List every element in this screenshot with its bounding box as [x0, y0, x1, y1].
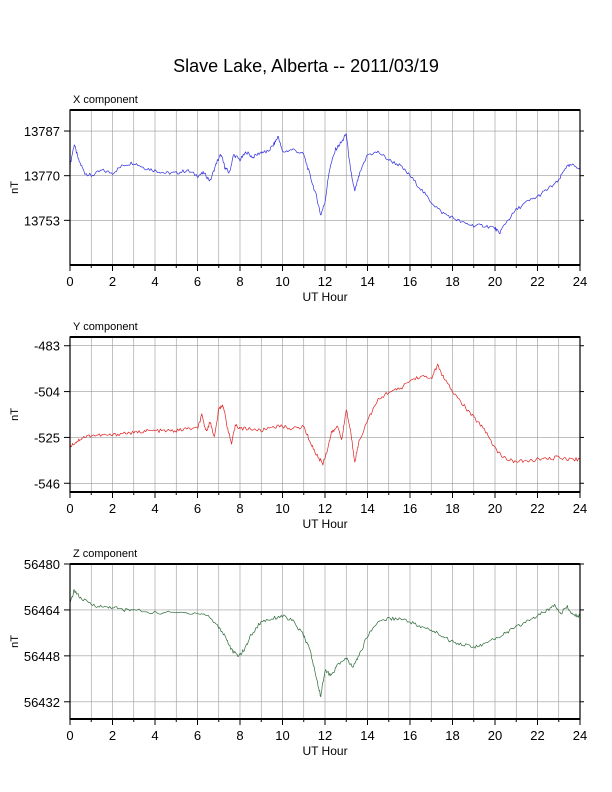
x-tick-label: 0: [66, 274, 73, 289]
x-tick-label: 12: [318, 728, 332, 743]
series-line: [69, 133, 581, 235]
x-tick-label: 24: [573, 728, 587, 743]
x-tick-label: 4: [151, 501, 158, 516]
x-tick-label: 18: [445, 274, 459, 289]
x-tick-label: 16: [403, 274, 417, 289]
x-tick-label: 6: [194, 274, 201, 289]
x-tick-label: 14: [360, 501, 374, 516]
x-tick-label: 16: [403, 501, 417, 516]
x-tick-label: 24: [573, 274, 587, 289]
x-tick-label: 22: [530, 501, 544, 516]
x-tick-label: 10: [275, 728, 289, 743]
x-axis-label: UT Hour: [302, 744, 347, 758]
x-tick-label: 8: [236, 501, 243, 516]
panel-title: Z component: [73, 548, 137, 560]
y-tick-label: 56464: [24, 603, 60, 618]
x-tick-label: 12: [318, 501, 332, 516]
x-tick-label: 14: [360, 274, 374, 289]
x-tick-label: 10: [275, 274, 289, 289]
x-tick-label: 4: [151, 274, 158, 289]
y-tick-label: 56448: [24, 649, 60, 664]
panel-title: X component: [73, 94, 138, 106]
chart-title: Slave Lake, Alberta -- 2011/03/19: [173, 56, 439, 76]
y-tick-label: 56480: [24, 557, 60, 572]
x-tick-label: 10: [275, 501, 289, 516]
x-tick-label: 20: [488, 728, 502, 743]
x-tick-label: 2: [109, 274, 116, 289]
y-tick-label: 13787: [24, 124, 60, 139]
x-tick-label: 6: [194, 728, 201, 743]
x-tick-label: 20: [488, 501, 502, 516]
x-tick-label: 22: [530, 728, 544, 743]
panel-3: 0 2 4 6 8 10 12 14 16 18 20 22 245643256448564645648…: [9, 548, 587, 758]
x-tick-label: 8: [236, 274, 243, 289]
x-axis-label: UT Hour: [302, 517, 347, 531]
x-axis-label: UT Hour: [302, 290, 347, 304]
y-tick-label: 13753: [24, 213, 60, 228]
panel-title: Y component: [73, 321, 138, 333]
x-tick-label: 0: [66, 501, 73, 516]
y-tick-label: 13770: [24, 169, 60, 184]
x-tick-label: 12: [318, 274, 332, 289]
y-tick-label: -504: [34, 385, 60, 400]
x-tick-label: 18: [445, 728, 459, 743]
x-tick-label: 6: [194, 501, 201, 516]
y-tick-label: -525: [34, 430, 60, 445]
y-tick-label: -546: [34, 476, 60, 491]
x-tick-label: 18: [445, 501, 459, 516]
y-tick-label: 56432: [24, 695, 60, 710]
x-tick-label: 16: [403, 728, 417, 743]
series-line: [69, 363, 581, 466]
x-tick-label: 4: [151, 728, 158, 743]
x-tick-label: 0: [66, 728, 73, 743]
y-axis-label: nT: [9, 181, 21, 194]
x-tick-label: 2: [109, 728, 116, 743]
series-line: [69, 589, 581, 698]
x-tick-label: 14: [360, 728, 374, 743]
x-tick-label: 2: [109, 501, 116, 516]
y-tick-label: -483: [34, 339, 60, 354]
x-tick-label: 24: [573, 501, 587, 516]
x-tick-label: 22: [530, 274, 544, 289]
x-tick-label: 8: [236, 728, 243, 743]
y-axis-label: nT: [9, 635, 21, 648]
x-tick-label: 20: [488, 274, 502, 289]
y-axis-label: nT: [9, 408, 21, 421]
